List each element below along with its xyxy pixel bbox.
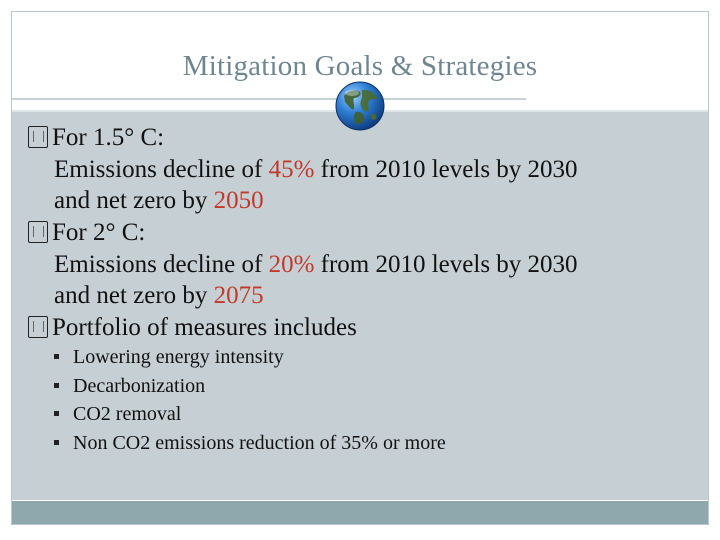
footer-bar [12, 501, 708, 524]
sub-bullet-1: Lowering energy intensity [54, 346, 284, 369]
checkbox-bullet-icon [28, 221, 48, 243]
checkbox-bullet-icon [28, 126, 48, 148]
bullet-1-line-2: and net zero by 2050 [54, 187, 264, 214]
bullet-2-line-1: Emissions decline of 20% from 2010 level… [54, 251, 578, 278]
sub-bullet-2: Decarbonization [54, 375, 205, 398]
title-divider [12, 98, 526, 100]
bullet-2-line-2: and net zero by 2075 [54, 282, 264, 309]
bullet-3-heading: Portfolio of measures includes [28, 314, 357, 342]
globe-icon [335, 81, 385, 131]
sub-bullet-3: CO2 removal [54, 403, 181, 426]
sub-bullet-4: Non CO2 emissions reduction of 35% or mo… [54, 432, 446, 455]
square-bullet-icon [54, 354, 59, 359]
square-bullet-icon [54, 440, 59, 445]
bullet-1-line-1: Emissions decline of 45% from 2010 level… [54, 156, 578, 183]
square-bullet-icon [54, 411, 59, 416]
content-area [12, 112, 708, 500]
checkbox-bullet-icon [28, 316, 48, 338]
bullet-2-heading: For 2° C: [28, 219, 145, 247]
square-bullet-icon [54, 383, 59, 388]
bullet-1-heading: For 1.5° C: [28, 124, 164, 152]
slide-title: Mitigation Goals & Strategies [182, 50, 538, 82]
